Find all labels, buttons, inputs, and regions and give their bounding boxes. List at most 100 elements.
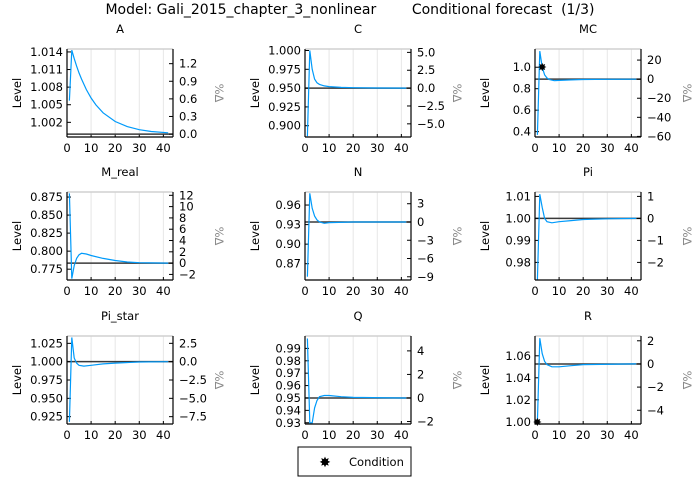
legend-box: [297, 446, 412, 477]
y-axis-label: Level: [478, 78, 492, 108]
right-y-tick-label: −4: [647, 403, 664, 417]
right-y-axis-label: %Δ: [680, 227, 694, 246]
right-y-tick-label: −9: [417, 270, 434, 284]
right-y-tick-label: 2: [647, 334, 654, 348]
y-tick-label: 1.01: [505, 189, 531, 203]
y-axis-label: Level: [248, 78, 262, 108]
panel-title: R: [584, 309, 592, 323]
y-tick-label: 1.025: [30, 336, 63, 350]
x-tick-label: 10: [322, 284, 337, 298]
right-y-tick-label: 3: [417, 197, 424, 211]
y-tick-label: 1.04: [505, 371, 531, 385]
panel-title: M_real: [101, 165, 138, 179]
right-y-tick-label: 12: [179, 188, 194, 202]
panel-q: Q0 10 20 30 400.930.940.950.960.970.980.99−2…: [248, 309, 464, 442]
y-tick-label: 1.011: [30, 63, 63, 77]
right-y-tick-label: 0.0: [417, 81, 435, 95]
panel-title: Q: [353, 309, 362, 323]
panel-title: N: [354, 165, 363, 179]
y-axis-label: Level: [248, 365, 262, 395]
right-y-tick-label: −2: [647, 380, 664, 394]
right-y-tick-label: −2.5: [179, 373, 207, 387]
panel-title: MC: [579, 22, 597, 36]
right-y-tick-label: −60: [647, 129, 671, 143]
right-y-axis-label: %Δ: [680, 84, 694, 103]
right-y-tick-label: 0.3: [179, 109, 197, 123]
panel-pi: Pi 0 10 20 30 40 0.98 0.99 1.00 1.01 −2 −1 0 1 Level %Δ: [478, 165, 694, 298]
x-tick-label: 20: [576, 284, 591, 298]
forecast-series-line: [536, 338, 637, 422]
right-y-tick-label: −7.5: [179, 410, 207, 424]
y-tick-label: 0.950: [268, 81, 301, 95]
x-tick-label: 0: [63, 141, 70, 155]
right-y-tick-label: −3: [417, 233, 434, 247]
right-y-axis-label: %Δ: [680, 371, 694, 390]
x-tick-label: 20: [108, 428, 123, 442]
y-tick-label: 0.93: [275, 416, 301, 430]
right-y-tick-label: −2.5: [417, 99, 445, 113]
right-y-tick-label: −6: [417, 252, 434, 266]
x-tick-label: 30: [132, 284, 147, 298]
x-tick-label: 40: [156, 141, 171, 155]
panel-title: Pi: [583, 165, 593, 179]
y-tick-label: 0.90: [275, 237, 301, 251]
right-y-tick-label: −1: [647, 233, 664, 247]
y-tick-label: 0.875: [30, 190, 63, 204]
x-tick-label: 20: [576, 428, 591, 442]
x-tick-label: 10: [322, 428, 337, 442]
y-axis-label: Level: [10, 221, 24, 251]
x-tick-label: 40: [624, 141, 639, 155]
x-tick-label: 10: [84, 428, 99, 442]
y-tick-label: 0.8: [513, 82, 531, 96]
panel-n: N 0 10 20 30 40 0.87 0.90 0.93 0.96 −9 −6 −3 0 3 Level%…: [248, 165, 464, 298]
right-y-axis-label: %Δ: [450, 84, 464, 103]
x-tick-label: 30: [132, 141, 147, 155]
y-tick-label: 1.002: [30, 115, 63, 129]
x-tick-label: 10: [84, 141, 99, 155]
y-tick-label: 1.008: [30, 80, 63, 94]
right-y-tick-label: 0.6: [179, 92, 197, 106]
right-y-tick-label: 0.0: [179, 355, 197, 369]
y-tick-label: 1.005: [30, 98, 63, 112]
y-tick-label: 0.99: [275, 341, 301, 355]
condition-marker: ✸: [533, 416, 542, 429]
x-tick-label: 40: [394, 284, 409, 298]
right-y-tick-label: −40: [647, 110, 671, 124]
right-y-tick-label: 0.9: [179, 74, 197, 88]
y-axis-label: Level: [10, 78, 24, 108]
right-y-tick-label: −2: [647, 255, 664, 269]
x-tick-label: 40: [394, 428, 409, 442]
right-y-axis-label: %Δ: [212, 371, 226, 390]
forecast-series-line: [306, 193, 407, 277]
y-axis-label: Level: [478, 221, 492, 251]
x-tick-label: 30: [600, 428, 615, 442]
forecast-series-line: [68, 337, 169, 422]
y-tick-label: 0.93: [275, 218, 301, 232]
x-tick-label: 40: [394, 141, 409, 155]
y-tick-label: 1.0: [513, 60, 531, 74]
x-tick-label: 0: [531, 141, 538, 155]
legend-condition-label: Condition: [349, 455, 404, 469]
forecast-series-line: [68, 193, 169, 279]
x-tick-label: 30: [370, 428, 385, 442]
y-tick-label: 0.975: [268, 62, 301, 76]
x-tick-label: 0: [301, 141, 308, 155]
right-y-tick-label: 0: [417, 215, 424, 229]
x-tick-label: 0: [301, 284, 308, 298]
y-tick-label: 0.850: [30, 208, 63, 222]
x-tick-label: 20: [346, 284, 361, 298]
x-tick-label: 30: [370, 141, 385, 155]
panel-title: A: [116, 22, 124, 36]
y-tick-label: 0.96: [275, 379, 301, 393]
right-y-axis-label: %Δ: [450, 227, 464, 246]
x-tick-label: 10: [552, 141, 567, 155]
right-y-tick-label: 2: [417, 367, 424, 381]
right-y-axis-label: %Δ: [450, 371, 464, 390]
y-tick-label: 0.94: [275, 403, 301, 417]
x-tick-label: 20: [108, 284, 123, 298]
y-tick-label: 0.950: [30, 391, 63, 405]
right-y-tick-label: 1.2: [179, 57, 197, 71]
x-tick-label: 40: [156, 284, 171, 298]
y-tick-label: 0.775: [30, 262, 63, 276]
